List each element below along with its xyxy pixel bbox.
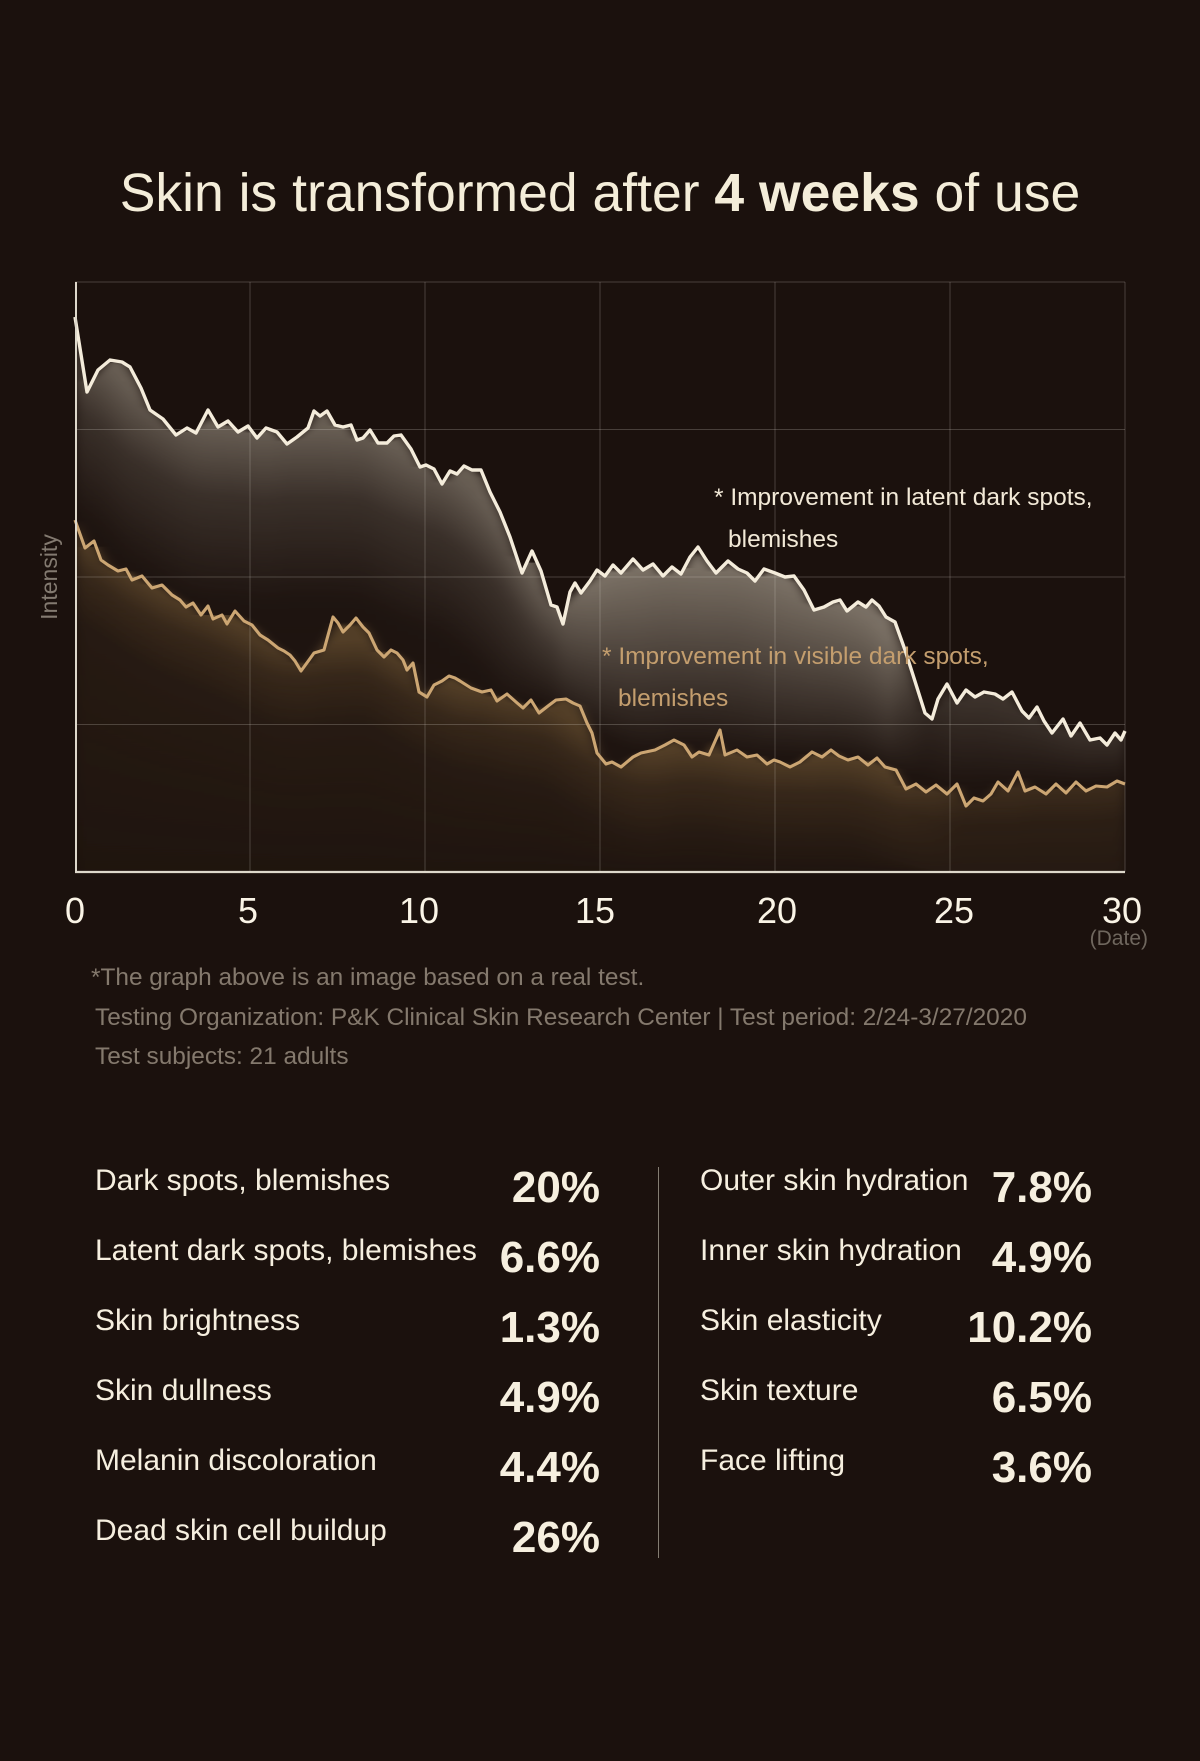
svg-text:Intensity: Intensity [36, 534, 62, 620]
